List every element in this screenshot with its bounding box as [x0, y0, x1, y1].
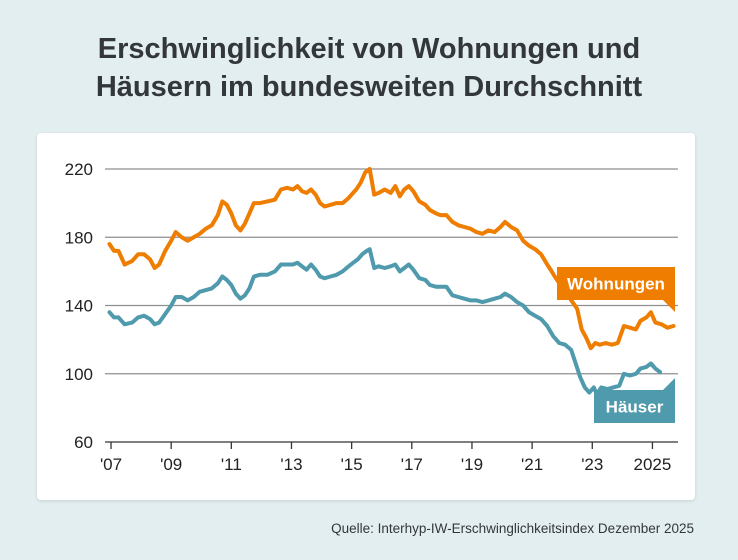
chart-card: 60 100 140 180 220 '07 '09 '11 '13 '15 '17 '19 '21 '2…	[37, 133, 695, 500]
label-tag-haeuser-box	[594, 390, 675, 423]
series-line-haeuser	[107, 247, 662, 397]
x-tick-label: '19	[461, 455, 483, 474]
label-tag-wohnungen-text: Wohnungen	[567, 275, 665, 294]
series-line-wohnungen	[107, 167, 676, 351]
x-tick-label: '17	[401, 455, 423, 474]
chart-title-line-1: Erschwinglichkeit von Wohnungen und	[97, 33, 641, 65]
x-tick-label: '11	[221, 455, 242, 474]
x-tick-label: 2025	[634, 455, 672, 474]
y-tick-label: 220	[65, 160, 93, 179]
label-tag-haeuser-text: Häuser	[606, 398, 664, 417]
chart-title-line-2: Häusern im bundesweiten Durchschnitt	[95, 71, 643, 103]
source-note: Quelle: Interhyp-IW-Erschwinglichkeitsin…	[331, 521, 694, 536]
x-tick-label: '15	[341, 455, 363, 474]
x-tick-label: '23	[581, 455, 603, 474]
x-tick-label: '13	[280, 455, 302, 474]
x-tick-label: '09	[160, 455, 182, 474]
grid-layer	[105, 168, 678, 375]
y-tick-label: 60	[74, 433, 93, 452]
axis-layer: 60 100 140 180 220 '07 '09 '11 '13 '15 '17 '19 '21 '2…	[65, 160, 678, 474]
label-tag-haeuser: Häuser	[594, 378, 675, 423]
label-tag-wohnungen-pointer	[663, 300, 675, 312]
label-tags: Wohnungen Häuser	[557, 267, 675, 423]
line-chart: 60 100 140 180 220 '07 '09 '11 '13 '15 '17 '19 '21 '2…	[65, 160, 678, 474]
chart-title: Erschwinglichkeit von Wohnungen und Häus…	[0, 30, 738, 106]
y-tick-label: 140	[65, 297, 93, 316]
label-tag-wohnungen: Wohnungen	[557, 267, 675, 312]
label-tag-haeuser-pointer	[663, 378, 675, 390]
label-tag-wohnungen-box	[557, 267, 675, 300]
series-layer	[107, 167, 676, 397]
x-tick-label: '21	[521, 455, 543, 474]
x-tick-label: '07	[100, 455, 122, 474]
y-tick-label: 180	[65, 228, 93, 247]
y-tick-label: 100	[65, 365, 93, 384]
